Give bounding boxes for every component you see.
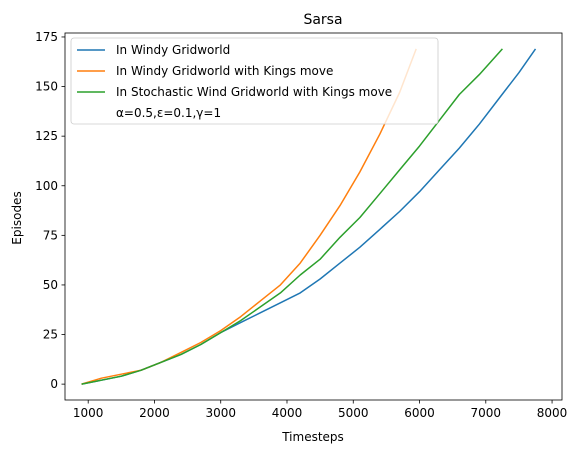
legend: In Windy Gridworld In Windy Gridworld wit… (70, 37, 439, 125)
plot-area (81, 48, 537, 385)
chart-title: Sarsa (303, 12, 342, 28)
x-tick-label: 6000 (404, 406, 435, 420)
legend-entry-3: In Stochastic Wind Gridworld with Kings … (116, 85, 392, 99)
legend-entry-2: In Windy Gridworld with Kings move (116, 64, 333, 78)
y-tick-label: 175 (35, 30, 58, 44)
legend-box (70, 37, 439, 125)
x-tick-label: 8000 (537, 406, 568, 420)
axes-frame (64, 32, 563, 401)
legend-note: α=0.5,ε=0.1,γ=1 (116, 106, 221, 120)
y-tick-label: 50 (43, 278, 58, 292)
series-line-3 (81, 48, 503, 385)
x-tick-label: 1000 (73, 406, 104, 420)
x-tick-label: 3000 (205, 406, 236, 420)
x-tick-label: 2000 (139, 406, 170, 420)
x-tick-label: 4000 (272, 406, 303, 420)
y-tick-label: 125 (35, 129, 58, 143)
y-axis-label: Episodes (10, 191, 24, 244)
y-tick-label: 100 (35, 179, 58, 193)
y-tick-label: 150 (35, 80, 58, 94)
legend-entry-1: In Windy Gridworld (116, 43, 230, 57)
y-tick-label: 25 (43, 328, 58, 342)
y-tick-label: 75 (43, 228, 58, 242)
x-axis-label: Timesteps (281, 430, 344, 444)
y-tick-label: 0 (50, 377, 58, 391)
x-tick-label: 5000 (338, 406, 369, 420)
axis-ticks: 1000 2000 3000 4000 5000 6000 7000 8000 0 25 50 75 1… (35, 30, 567, 420)
x-tick-label: 7000 (471, 406, 502, 420)
